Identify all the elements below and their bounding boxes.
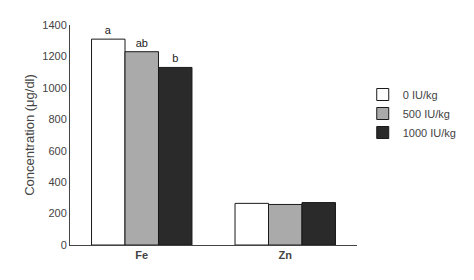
svg-text:0: 0: [61, 239, 67, 251]
svg-text:Fe: Fe: [135, 249, 148, 261]
svg-text:Zn: Zn: [279, 249, 293, 261]
svg-text:ab: ab: [136, 37, 148, 49]
svg-text:600: 600: [48, 145, 66, 157]
svg-text:200: 200: [48, 207, 66, 219]
svg-text:Concentration (μg/dl): Concentration (μg/dl): [22, 74, 37, 196]
svg-text:1200: 1200: [42, 50, 66, 62]
svg-text:800: 800: [48, 113, 66, 125]
svg-text:1000: 1000: [42, 82, 66, 94]
svg-text:400: 400: [48, 176, 66, 188]
svg-text:500 IU/kg: 500 IU/kg: [403, 108, 450, 120]
svg-text:0 IU/kg: 0 IU/kg: [403, 89, 438, 101]
svg-text:1000 IU/kg: 1000 IU/kg: [403, 127, 456, 139]
svg-text:1400: 1400: [42, 19, 66, 31]
svg-text:b: b: [172, 52, 178, 64]
svg-text:a: a: [105, 24, 112, 36]
